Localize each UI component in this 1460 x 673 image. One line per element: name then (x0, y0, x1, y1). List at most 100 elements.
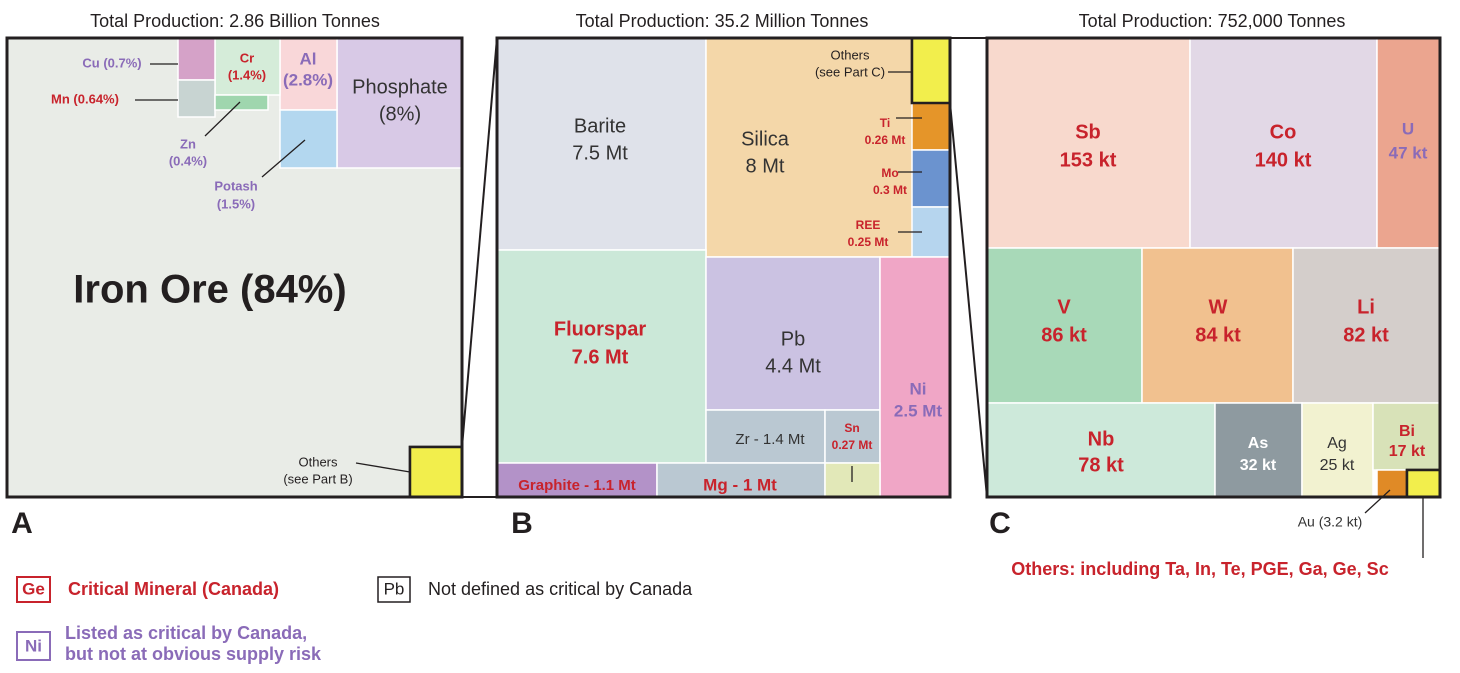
leader-line (261, 139, 306, 178)
tile (1292, 247, 1441, 404)
tile-label: (1.5%) (217, 196, 255, 211)
tile-label: 25 kt (1320, 457, 1355, 474)
tile-label: As (1248, 435, 1269, 452)
tile-label: (1.4%) (228, 67, 266, 82)
tile-label: 17 kt (1389, 443, 1426, 460)
tile-label: Li (1357, 296, 1375, 318)
leader-line (204, 101, 241, 137)
treemaps: Total Production: 2.86 Billion Tonnes A Ir… (5, 11, 1442, 579)
tile-label: (see Part B) (283, 471, 352, 486)
legend-key-box (16, 576, 51, 603)
tile (705, 256, 881, 411)
tile (336, 37, 463, 169)
panel-frame (495, 36, 952, 499)
tile (705, 37, 951, 258)
tile-label: Fluorspar (554, 318, 646, 340)
tile (279, 109, 338, 169)
legend-text: Listed as critical by Canada, (65, 623, 307, 643)
legend-key: Ge (22, 579, 45, 598)
tile-label: Mg - 1 Mt (703, 475, 777, 494)
tile-label: 0.27 Mt (832, 438, 873, 452)
tile (911, 102, 951, 151)
legend-text: Critical Mineral (Canada) (68, 579, 279, 599)
tile-label: (8%) (379, 103, 421, 125)
legend-key: Ni (25, 636, 42, 655)
tile-label: Mo (881, 166, 898, 180)
tile-label: Barite (574, 115, 626, 137)
tile-label: 47 kt (1389, 143, 1428, 162)
tile-label: (0.4%) (169, 153, 207, 168)
tile-label: Au (3.2 kt) (1298, 514, 1363, 530)
tile-label: Cu (0.7%) (82, 55, 141, 70)
legend-key: Pb (384, 579, 405, 598)
tile-label: Iron Ore (84%) (73, 268, 346, 312)
tile-label: Potash (214, 178, 257, 193)
tile (1372, 402, 1441, 471)
tile-label: Ti (880, 116, 890, 130)
tile-label: Zn (180, 136, 196, 151)
tile-label: Mn (0.64%) (51, 91, 119, 106)
tile (496, 37, 707, 251)
others-box (408, 445, 464, 499)
tile-label: Others: including Ta, In, Te, PGE, Ga, G… (1011, 559, 1388, 579)
tile (986, 37, 1191, 249)
panel-letter: A (11, 507, 33, 540)
tile (214, 37, 281, 96)
tile-label: 0.26 Mt (865, 133, 906, 147)
legend-key-box (16, 631, 51, 661)
connector-line (949, 102, 988, 498)
tile-label: Phosphate (352, 76, 448, 98)
tile-label: Nb (1088, 428, 1115, 450)
tile (824, 409, 881, 464)
tile-label: Graphite - 1.1 Mt (518, 477, 636, 494)
panel-frame (985, 36, 1442, 499)
tile (496, 249, 707, 464)
panel-title: Total Production: 752,000 Tonnes (1079, 11, 1346, 31)
tile-label: 82 kt (1343, 324, 1389, 346)
tile-label: REE (856, 218, 881, 232)
tile-label: 78 kt (1078, 454, 1124, 476)
panel-frame (5, 36, 464, 499)
tile-label: V (1057, 296, 1071, 318)
tile (879, 256, 951, 498)
tile-label: 153 kt (1060, 149, 1117, 171)
tile-label: 4.4 Mt (765, 355, 821, 377)
panel-letter: B (511, 507, 533, 540)
others-box (910, 36, 952, 105)
tile (1214, 402, 1303, 498)
legend-key-box (377, 576, 411, 603)
legend: Ge Critical Mineral (Canada) Pb Not defi… (16, 576, 693, 664)
tile-label: Sn (844, 421, 859, 435)
tile-label: 0.3 Mt (873, 183, 907, 197)
tile-label: Ni (910, 379, 927, 398)
tile (1189, 37, 1378, 249)
tile-label: U (1402, 119, 1414, 138)
tile-label: Ag (1327, 435, 1347, 452)
tile-label: Others (298, 454, 338, 469)
tile-label: Cr (240, 50, 254, 65)
tile-label: 7.6 Mt (572, 346, 629, 368)
tile-label: Pb (781, 328, 805, 350)
tile-label: Al (300, 49, 317, 68)
tile-label: (see Part C) (815, 64, 885, 79)
tile-label: Co (1270, 121, 1297, 143)
tile-label: Others (830, 47, 870, 62)
legend-text: Not defined as critical by Canada (428, 579, 693, 599)
panel-title: Total Production: 35.2 Million Tonnes (576, 11, 869, 31)
tile-label: Silica (741, 128, 790, 150)
tile-label: W (1209, 296, 1228, 318)
others-box (1405, 468, 1442, 499)
leader-line (355, 462, 411, 473)
tile-label: 7.5 Mt (572, 142, 628, 164)
tile (1141, 247, 1294, 404)
panel-letter: C (989, 507, 1011, 540)
leader-line (1364, 489, 1391, 514)
tile (177, 79, 216, 118)
tile (656, 462, 826, 498)
tile-label: 32 kt (1240, 457, 1277, 474)
tile (986, 402, 1216, 498)
tile-label: 0.25 Mt (848, 235, 889, 249)
legend-text: but not at obvious supply risk (65, 644, 322, 664)
tile-label: 84 kt (1195, 324, 1241, 346)
